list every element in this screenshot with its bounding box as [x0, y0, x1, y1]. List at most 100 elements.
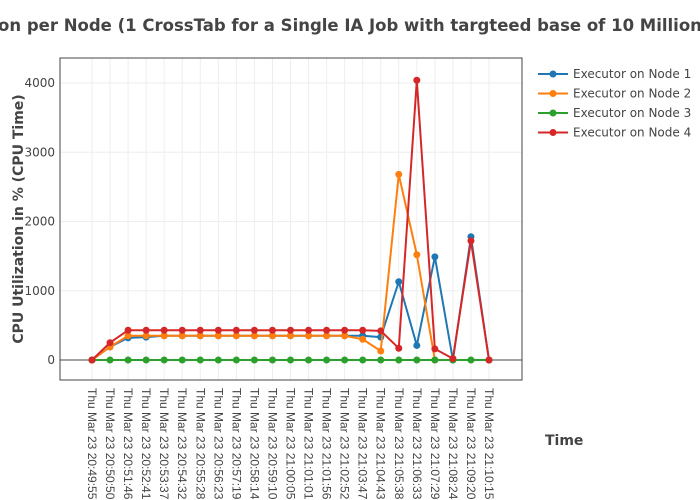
y-axis-label: CPU Utilization in % (CPU Time) [11, 94, 27, 343]
x-tick-label: Thu Mar 23 20:59:10 [265, 388, 279, 500]
x-tick-label: Thu Mar 23 21:01:56 [320, 388, 334, 500]
data-point [214, 326, 222, 334]
x-tick-label: Thu Mar 23 20:51:46 [121, 388, 135, 500]
data-point [160, 332, 168, 340]
y-tick-label: 2000 [24, 215, 55, 229]
chart-title: on per Node (1 CrossTab for a Single IA … [0, 16, 700, 35]
x-tick-label: Thu Mar 23 21:02:52 [338, 388, 352, 500]
x-tick-label: Thu Mar 23 20:53:37 [157, 388, 171, 500]
data-point [377, 347, 385, 355]
data-point [142, 356, 150, 364]
data-point [232, 332, 240, 340]
data-point [196, 326, 204, 334]
data-point [178, 326, 186, 334]
data-point [395, 356, 403, 364]
data-point [377, 327, 385, 335]
x-tick-label: Thu Mar 23 21:08:24 [446, 388, 460, 500]
x-tick-label: Thu Mar 23 21:07:29 [428, 388, 442, 500]
data-point [377, 356, 385, 364]
x-tick-label: Thu Mar 23 20:50:50 [103, 388, 117, 500]
data-point [250, 332, 258, 340]
data-point [196, 332, 204, 340]
data-point [467, 237, 475, 245]
data-point [142, 326, 150, 334]
data-point [359, 356, 367, 364]
data-point [305, 332, 313, 340]
data-point [232, 356, 240, 364]
data-point [413, 341, 421, 349]
x-tick-label: Thu Mar 23 21:04:43 [374, 388, 388, 500]
data-point [413, 251, 421, 259]
x-tick-label: Thu Mar 23 21:10:15 [482, 388, 496, 500]
plot-frame [59, 57, 523, 381]
data-point [323, 326, 331, 334]
x-tick-label: Thu Mar 23 21:01:01 [302, 388, 316, 500]
legend-label: Executor on Node 1 [573, 67, 691, 81]
data-point [341, 332, 349, 340]
x-tick-label: Thu Mar 23 20:58:14 [247, 388, 261, 500]
data-point [268, 326, 276, 334]
x-tick-label: Thu Mar 23 20:55:28 [193, 388, 207, 500]
data-point [124, 356, 132, 364]
legend-marker [549, 90, 557, 97]
data-point [287, 356, 294, 364]
x-tick-label: Thu Mar 23 21:05:38 [392, 388, 406, 500]
data-point [413, 356, 421, 364]
data-point [485, 356, 493, 364]
data-point [323, 356, 331, 364]
legend-marker [549, 129, 557, 136]
data-point [178, 356, 186, 364]
data-point [395, 170, 403, 178]
x-tick-label: Thu Mar 23 20:52:41 [139, 388, 153, 500]
x-tick-label: Thu Mar 23 21:06:33 [410, 388, 424, 500]
legend-marker [549, 70, 557, 78]
data-point [142, 332, 150, 340]
legend-label: Executor on Node 4 [573, 126, 691, 140]
data-point [359, 335, 367, 343]
y-tick-label: 0 [47, 353, 55, 367]
x-tick-label: Thu Mar 23 21:00:05 [284, 388, 298, 500]
series-4 [88, 76, 493, 364]
data-point [124, 326, 132, 334]
legend-item-3[interactable]: Executor on Node 3 [538, 106, 691, 120]
data-point [359, 326, 367, 334]
data-point [431, 253, 439, 261]
series-2 [88, 170, 439, 364]
data-point [160, 356, 168, 364]
data-point [178, 332, 186, 340]
data-point [106, 339, 114, 347]
legend-marker [549, 109, 557, 117]
data-point [250, 356, 258, 364]
x-tick-label: Thu Mar 23 20:49:55 [85, 388, 99, 500]
x-axis-label: Time [545, 433, 583, 449]
legend-label: Executor on Node 3 [573, 106, 691, 120]
data-point [305, 356, 313, 364]
data-point [323, 332, 331, 340]
series-3 [88, 356, 493, 364]
legend-item-4[interactable]: Executor on Node 4 [538, 126, 691, 140]
legend-item-2[interactable]: Executor on Node 2 [538, 87, 691, 101]
data-point [124, 332, 132, 340]
legend-item-1[interactable]: Executor on Node 1 [538, 67, 691, 81]
data-point [268, 332, 276, 340]
x-tick-label: Thu Mar 23 20:56:23 [211, 388, 225, 500]
data-point [287, 332, 294, 340]
data-point [341, 356, 349, 364]
data-point [214, 332, 222, 340]
data-point [305, 326, 313, 334]
y-tick-label: 3000 [24, 145, 55, 159]
data-point [449, 355, 457, 363]
data-point [214, 356, 222, 364]
data-point [287, 326, 294, 334]
data-point [268, 356, 276, 364]
y-tick-label: 4000 [24, 76, 55, 90]
data-point [395, 344, 403, 352]
data-point [395, 278, 403, 286]
data-point [160, 326, 168, 334]
legend[interactable]: Executor on Node 1 Executor on Node 2 Exec… [538, 67, 691, 140]
x-tick-label: Thu Mar 23 20:57:19 [229, 388, 243, 500]
data-point [431, 345, 439, 353]
data-point [106, 356, 114, 364]
